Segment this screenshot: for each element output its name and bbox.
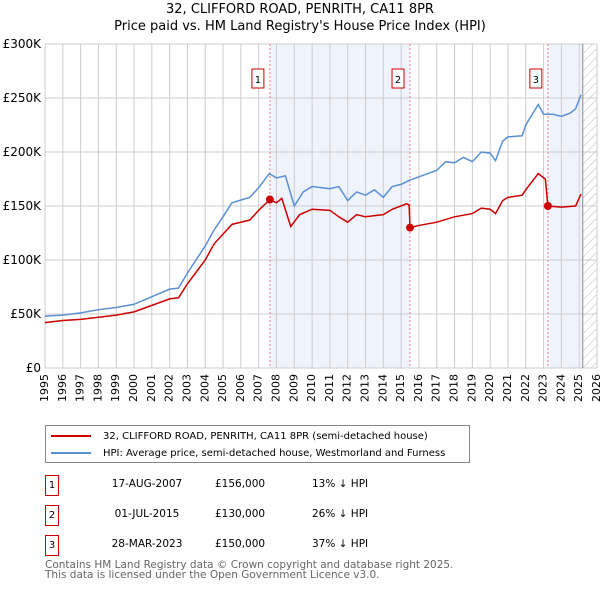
transaction-hpi-diff: 13% ↓ HPI: [312, 478, 369, 490]
x-tick-label: 1999: [109, 374, 122, 402]
x-tick-label: 2000: [127, 374, 140, 402]
x-tick-label: 2015: [394, 374, 407, 402]
x-tick-label: 2003: [180, 374, 193, 402]
y-tick-label: £150K: [3, 199, 43, 213]
x-tick-label: 2024: [554, 374, 567, 402]
x-tick-label: 2005: [216, 374, 229, 402]
y-tick-label: £50K: [10, 307, 42, 321]
transaction-label-box: [391, 68, 405, 89]
transaction-price: £130,000: [215, 508, 266, 520]
x-tick-label: 2022: [519, 374, 532, 402]
legend-swatch-property: [51, 435, 91, 437]
legend-label-hpi: HPI: Average price, semi-detached house,…: [103, 447, 446, 459]
x-tick-label: 2001: [145, 374, 158, 402]
legend-label-property: 32, CLIFFORD ROAD, PENRITH, CA11 8PR (se…: [103, 430, 428, 442]
transaction-date: 01-JUL-2015: [114, 508, 180, 520]
property-price-line: [44, 172, 582, 324]
transaction-price: £150,000: [215, 538, 266, 550]
x-tick-label: 1996: [56, 374, 69, 402]
x-tick-label: 2016: [412, 374, 425, 402]
x-tick-label: 2020: [483, 374, 496, 402]
transaction-point: [265, 195, 274, 204]
transaction-number: 2: [45, 505, 59, 526]
x-tick-label: 2004: [198, 374, 211, 402]
x-tick-label: 2007: [252, 374, 265, 402]
transaction-price: £156,000: [215, 478, 266, 490]
transaction-label: 3: [533, 75, 539, 86]
y-tick-label: £100K: [3, 253, 43, 267]
transaction-row: 3 28-MAR-2023 £150,000 37% ↓ HPI: [45, 535, 445, 556]
x-tick-label: 2019: [465, 374, 478, 402]
transaction-hpi-diff: 26% ↓ HPI: [312, 508, 369, 520]
x-tick-label: 2014: [376, 374, 389, 402]
transaction-label: 2: [395, 75, 401, 86]
price-chart: 1995 1996 1997 1998 1999 2000 2001 2002 2003 2004…: [3, 37, 600, 402]
transaction-date: 28-MAR-2023: [111, 538, 183, 550]
transaction-point: [543, 202, 552, 210]
x-tick-label: 2009: [287, 374, 300, 402]
x-tick-label: 2008: [269, 374, 282, 402]
x-tick-label: 2017: [430, 374, 443, 402]
transaction-row: 1 17-AUG-2007 £156,000 13% ↓ HPI: [45, 475, 445, 496]
transaction-label-box: [529, 68, 543, 89]
y-tick-label: £250K: [3, 91, 43, 105]
y-tick-label: £0: [26, 361, 41, 375]
x-tick-label: 2006: [234, 374, 247, 402]
footer-licence: This data is licensed under the Open Gov…: [45, 569, 380, 581]
footer: Contains HM Land Registry data © Crown c…: [45, 559, 454, 581]
x-tick-label: 2023: [537, 374, 550, 402]
transaction-number: 3: [45, 535, 59, 556]
x-tick-label: 2025: [572, 374, 585, 402]
transaction-row: 2 01-JUL-2015 £130,000 26% ↓ HPI: [45, 505, 445, 526]
x-tick-label: 2010: [305, 374, 318, 402]
x-tick-label: 2018: [448, 374, 461, 402]
hpi-line: [44, 94, 582, 317]
y-tick-label: £200K: [3, 145, 43, 159]
chart-subtitle: Price paid vs. HM Land Registry's House …: [114, 19, 486, 34]
legend: 32, CLIFFORD ROAD, PENRITH, CA11 8PR (se…: [45, 425, 470, 463]
footer-copyright: Contains HM Land Registry data © Crown c…: [45, 559, 454, 571]
transaction-hpi-diff: 37% ↓ HPI: [312, 538, 369, 550]
x-tick-label: 2013: [359, 374, 372, 402]
x-tick-label: 2011: [323, 374, 336, 402]
x-tick-label: 2021: [501, 374, 514, 402]
x-tick-label: 2002: [163, 374, 176, 402]
transaction-point: [406, 223, 415, 232]
x-tick-label: 2012: [341, 374, 354, 402]
legend-swatch-hpi: [51, 452, 91, 454]
chart-title: 32, CLIFFORD ROAD, PENRITH, CA11 8PR: [166, 2, 434, 17]
y-tick-label: £300K: [3, 37, 43, 51]
x-tick-label: 1995: [38, 374, 51, 402]
x-tick-label: 1997: [74, 374, 87, 402]
transaction-number: 1: [45, 475, 59, 496]
transaction-label-box: [251, 68, 265, 89]
transaction-label: 1: [255, 75, 261, 86]
transaction-date: 17-AUG-2007: [111, 478, 183, 490]
x-tick-label: 2026: [590, 374, 600, 402]
x-tick-label: 1998: [91, 374, 104, 402]
